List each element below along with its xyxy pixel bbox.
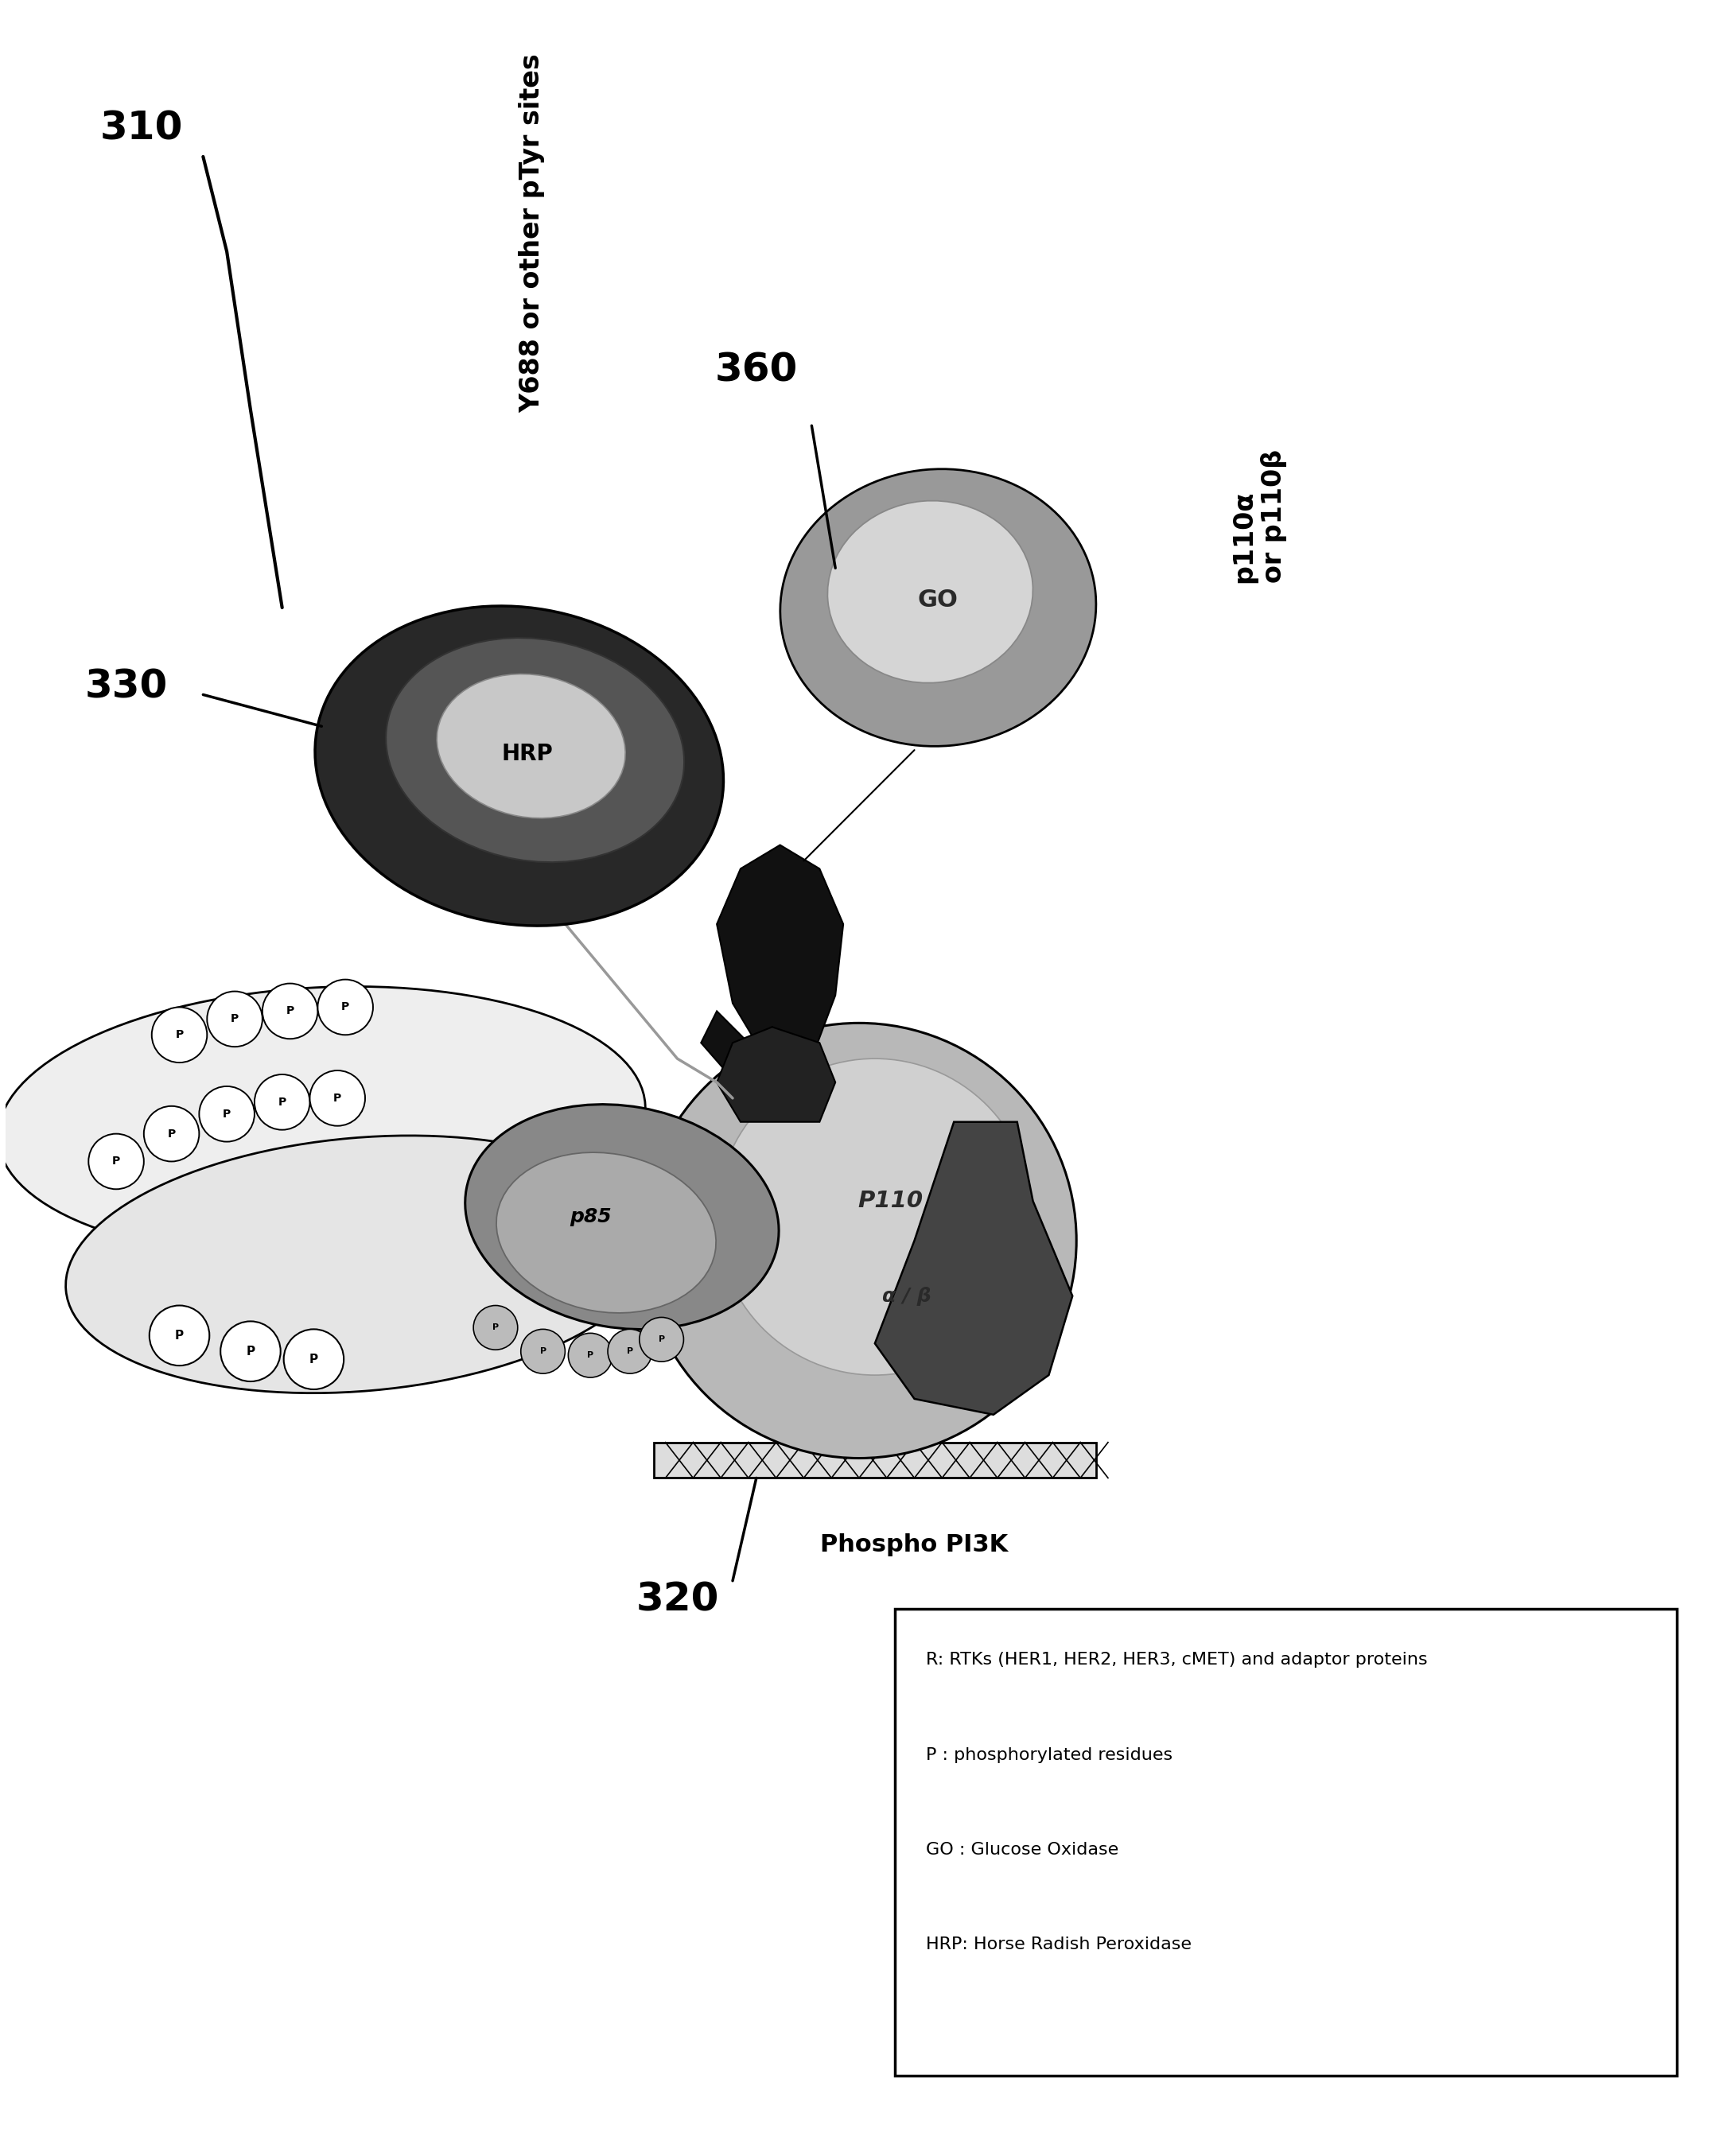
Text: α / β: α / β <box>882 1287 931 1307</box>
Text: GO: GO <box>918 589 959 612</box>
Text: P: P <box>230 1013 238 1024</box>
Ellipse shape <box>465 1104 779 1330</box>
Text: P: P <box>626 1348 633 1356</box>
Text: FIG. 3: FIG. 3 <box>1350 1994 1427 2020</box>
Ellipse shape <box>316 606 724 925</box>
Polygon shape <box>717 1026 835 1121</box>
FancyBboxPatch shape <box>895 1608 1677 2076</box>
Text: P: P <box>175 1330 184 1341</box>
Text: GO : Glucose Oxidase: GO : Glucose Oxidase <box>926 1841 1118 1858</box>
Text: P: P <box>223 1108 232 1119</box>
Circle shape <box>254 1074 310 1130</box>
Text: HRP: HRP <box>501 744 552 765</box>
Text: P: P <box>492 1324 499 1332</box>
Circle shape <box>283 1330 343 1388</box>
Text: P: P <box>540 1348 545 1356</box>
Text: P: P <box>309 1354 319 1365</box>
Text: P: P <box>111 1156 120 1166</box>
Ellipse shape <box>437 675 626 817</box>
Text: P: P <box>245 1345 256 1358</box>
Ellipse shape <box>65 1136 657 1393</box>
Text: P110: P110 <box>858 1190 923 1212</box>
Text: 310: 310 <box>101 110 184 147</box>
Text: p85: p85 <box>569 1207 611 1227</box>
Circle shape <box>144 1106 199 1162</box>
Circle shape <box>568 1332 612 1378</box>
Ellipse shape <box>780 470 1096 746</box>
Text: P: P <box>278 1097 286 1108</box>
Ellipse shape <box>0 987 645 1257</box>
Text: 360: 360 <box>715 351 797 390</box>
Circle shape <box>149 1307 209 1365</box>
Circle shape <box>262 983 317 1039</box>
Circle shape <box>208 992 262 1048</box>
Text: P: P <box>168 1128 175 1138</box>
Ellipse shape <box>828 500 1032 683</box>
Text: P: P <box>286 1005 293 1018</box>
Circle shape <box>317 979 374 1035</box>
Circle shape <box>151 1007 208 1063</box>
Text: p110α
or p110β: p110α or p110β <box>1231 448 1288 582</box>
Polygon shape <box>701 1011 811 1106</box>
Text: P: P <box>175 1028 184 1041</box>
Circle shape <box>221 1322 281 1382</box>
Text: P: P <box>659 1335 665 1343</box>
Ellipse shape <box>386 638 684 862</box>
Circle shape <box>521 1330 564 1373</box>
Circle shape <box>199 1087 254 1143</box>
Circle shape <box>607 1330 652 1373</box>
Circle shape <box>310 1072 365 1125</box>
Text: HRP: Horse Radish Peroxidase: HRP: Horse Radish Peroxidase <box>926 1936 1192 1953</box>
Text: 320: 320 <box>636 1580 719 1619</box>
Text: P : phosphorylated residues: P : phosphorylated residues <box>926 1746 1173 1764</box>
Text: 330: 330 <box>84 668 168 705</box>
Circle shape <box>89 1134 144 1190</box>
Text: R: RTKs (HER1, HER2, HER3, cMET) and adaptor proteins: R: RTKs (HER1, HER2, HER3, cMET) and ada… <box>926 1651 1429 1669</box>
Polygon shape <box>653 1442 1096 1479</box>
Circle shape <box>473 1307 518 1350</box>
Polygon shape <box>875 1121 1072 1414</box>
Text: P: P <box>587 1352 593 1358</box>
Text: Y688 or other pTyr sites: Y688 or other pTyr sites <box>520 54 545 414</box>
Text: Phospho PI3K: Phospho PI3K <box>820 1533 1008 1557</box>
Circle shape <box>640 1317 684 1363</box>
Ellipse shape <box>717 1059 1032 1376</box>
Ellipse shape <box>641 1022 1077 1457</box>
Ellipse shape <box>496 1153 715 1313</box>
Text: P: P <box>333 1093 341 1104</box>
Text: P: P <box>341 1003 350 1013</box>
Polygon shape <box>717 845 844 1082</box>
